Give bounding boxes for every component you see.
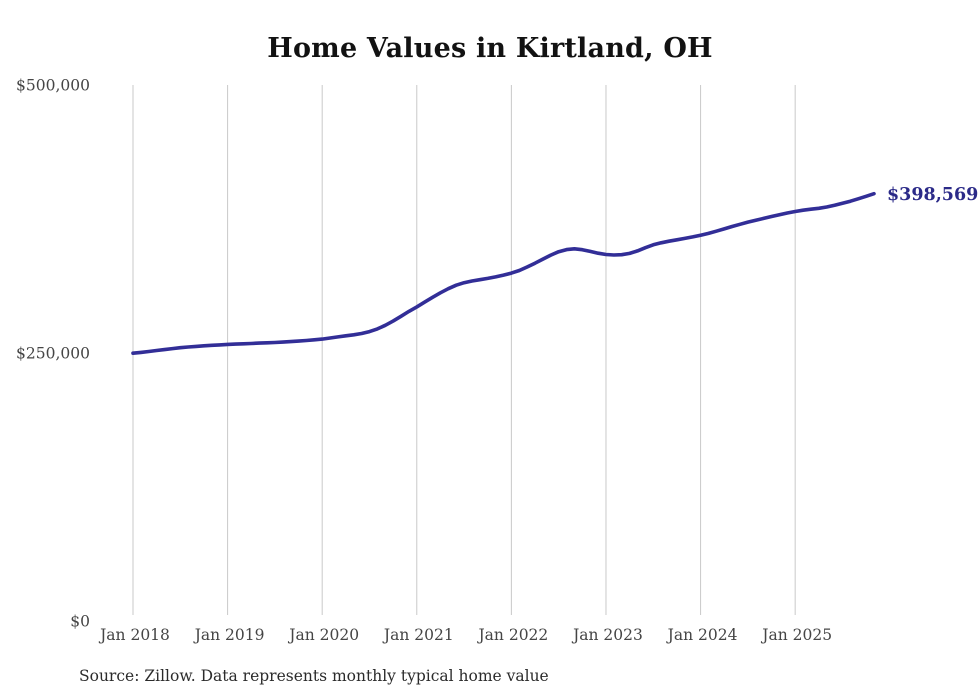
x-tick-label: Jan 2021 bbox=[382, 626, 454, 644]
chart-title: Home Values in Kirtland, OH bbox=[267, 33, 713, 64]
x-tick-label: Jan 2023 bbox=[571, 626, 643, 644]
y-tick-label: $0 bbox=[70, 612, 90, 630]
x-tick-label: Jan 2018 bbox=[98, 626, 170, 644]
x-tick-label: Jan 2024 bbox=[666, 626, 738, 644]
x-tick-label: Jan 2022 bbox=[476, 626, 548, 644]
x-tick-label: Jan 2020 bbox=[287, 626, 359, 644]
source-note: Source: Zillow. Data represents monthly … bbox=[79, 667, 549, 685]
y-axis-labels: $0 $250,000 $500,000 bbox=[16, 76, 90, 630]
gridlines bbox=[132, 85, 796, 615]
x-tick-label: Jan 2019 bbox=[193, 626, 265, 644]
y-tick-label: $250,000 bbox=[16, 344, 90, 362]
x-axis-labels: Jan 2018 Jan 2019 Jan 2020 Jan 2021 Jan 2022… bbox=[98, 626, 832, 644]
end-value-label: $398,569 bbox=[887, 185, 978, 205]
x-tick-label: Jan 2025 bbox=[760, 626, 832, 644]
home-value-line bbox=[131, 191, 876, 356]
y-tick-label: $500,000 bbox=[16, 76, 90, 94]
